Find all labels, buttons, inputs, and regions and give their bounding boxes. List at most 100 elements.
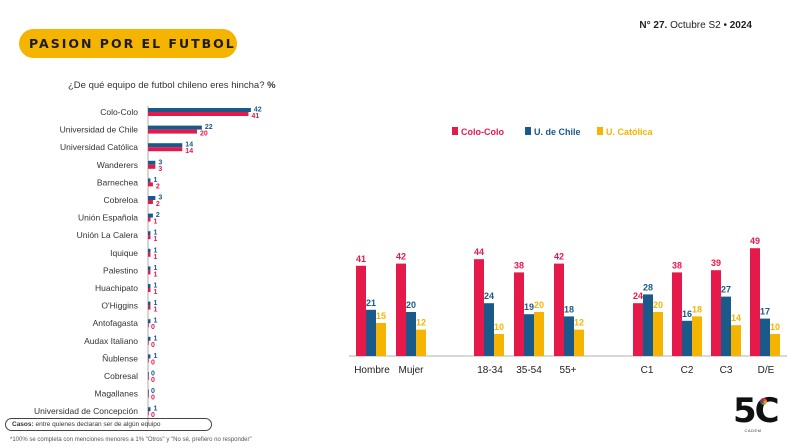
hbar-bar-series-2 — [148, 305, 151, 310]
issue-year: 2024 — [729, 20, 752, 31]
hbar-bar-series-1 — [148, 336, 151, 341]
hbar-value-label-series-2: 41 — [251, 113, 259, 120]
vbar-value-label: 38 — [672, 260, 682, 270]
vbar-value-label: 28 — [643, 282, 653, 292]
hbar-value-label-series-2: 0 — [151, 395, 155, 402]
hbar-bar-series-2 — [148, 235, 151, 240]
hbar-bar-series-1 — [148, 160, 156, 165]
legend-swatch-3 — [597, 127, 603, 135]
vbar-bar-2 — [406, 312, 416, 356]
hbar-value-label-series-2: 1 — [153, 289, 157, 296]
vbar-value-label: 38 — [514, 260, 524, 270]
legend-label-2: U. de Chile — [534, 127, 581, 137]
cases-text: entre quienes declaran ser de algún equi… — [35, 421, 161, 428]
vbar-value-label: 39 — [711, 258, 721, 268]
hbar-bar-series-1 — [148, 248, 151, 253]
hbar-bar-series-1 — [148, 372, 149, 376]
cases-note: Casos: entre quienes declaran ser de alg… — [5, 418, 212, 431]
logo-subtext: CADEM — [744, 428, 762, 433]
vbar-value-label: 10 — [494, 322, 504, 332]
question-label: ¿De qué equipo de futbol chileno eres hi… — [68, 80, 265, 91]
vbar-value-label: 24 — [633, 291, 643, 301]
vbar-value-label: 27 — [721, 285, 731, 295]
vbar-value-label: 18 — [564, 304, 574, 314]
vbar-value-label: 17 — [760, 307, 770, 317]
hbar-value-label-series-2: 0 — [151, 377, 155, 384]
hbar-bar-series-2 — [148, 323, 149, 328]
hbar-value-label-series-1: 42 — [254, 107, 262, 114]
hbar-category-label: Unión Española — [78, 213, 138, 223]
vbar-value-label: 24 — [484, 291, 494, 301]
cadem-logo: 5C CADEM — [733, 391, 780, 438]
section-title: PASION POR EL FUTBOL — [29, 36, 236, 51]
logo-dot-icon — [760, 398, 767, 405]
hbar-category-label: Audax Italiano — [84, 336, 138, 346]
vbar-bar-1 — [554, 263, 564, 356]
logo-mark: 5C — [733, 391, 780, 431]
hbar-value-label-series-2: 0 — [151, 359, 155, 366]
hbar-bar-series-1 — [148, 389, 149, 394]
hbar-value-label-series-2: 1 — [153, 307, 157, 314]
hbar-bar-series-1 — [148, 266, 151, 271]
hbar-value-label-series-1: 14 — [185, 142, 193, 149]
hbar-value-label-series-1: 1 — [153, 353, 157, 360]
vbar-value-label: 42 — [396, 252, 406, 262]
vbar-bar-2 — [721, 296, 731, 356]
hbar-bar-series-2 — [148, 340, 149, 345]
vbar-category-label: Hombre — [354, 365, 390, 376]
vbar-value-label: 49 — [750, 236, 760, 246]
vbar-bar-1 — [396, 263, 406, 356]
hbar-value-label-series-2: 1 — [153, 254, 157, 261]
hbar-category-label: Cobreloa — [104, 195, 139, 205]
vbar-bar-3 — [534, 312, 544, 356]
hbar-bar-series-1 — [148, 125, 202, 130]
vbar-bar-3 — [770, 334, 780, 356]
hbar-category-label: Ñublense — [102, 353, 138, 363]
issue-number: 27. — [653, 20, 668, 31]
hbar-bar-series-1 — [148, 284, 151, 288]
footnote: *100% se completa con menciones menores … — [10, 437, 252, 443]
hbar-category-label: Barnechea — [97, 177, 138, 187]
hbar-category-label: Antofagasta — [93, 318, 139, 328]
hbar-category-label: Universidad de Chile — [60, 125, 139, 135]
vbar-value-label: 44 — [474, 247, 484, 257]
hbar-bar-series-1 — [148, 143, 183, 148]
hbar-bar-series-2 — [148, 358, 149, 363]
hbar-value-label-series-1: 3 — [158, 195, 162, 202]
hbar-bar-series-2 — [148, 164, 156, 169]
vbar-bar-3 — [574, 329, 584, 356]
hbar-bar-series-2 — [148, 200, 153, 204]
vbar-category-label: C2 — [681, 365, 694, 376]
hbar-bar-series-2 — [148, 411, 149, 416]
vbar-bar-3 — [494, 334, 504, 356]
vbar-bar-2 — [564, 316, 574, 356]
hbar-bar-series-1 — [148, 196, 156, 200]
vbar-bar-3 — [692, 316, 702, 356]
hbar-category-label: Colo-Colo — [100, 107, 138, 117]
vbar-value-label: 12 — [416, 318, 426, 328]
hbar-value-label-series-2: 0 — [151, 412, 155, 419]
vbar-bar-2 — [484, 303, 494, 356]
section-title-pill: PASION POR EL FUTBOL — [19, 29, 237, 58]
hbar-bar-series-1 — [148, 108, 251, 112]
hbar-category-label: Wanderers — [97, 160, 138, 170]
legend-label-1: Colo-Colo — [461, 127, 504, 137]
vbar-bar-3 — [731, 325, 741, 356]
vbar-bar-3 — [653, 312, 663, 356]
hbar-value-label-series-2: 14 — [185, 148, 193, 155]
legend-swatch-1 — [452, 127, 458, 135]
hbar-value-label-series-1: 1 — [153, 247, 157, 254]
vbar-bar-3 — [376, 323, 386, 356]
hbar-category-label: O'Higgins — [101, 301, 138, 311]
hbar-bar-series-2 — [148, 182, 153, 187]
hbar-bar-series-2 — [148, 393, 149, 398]
hbar-value-label-series-1: 0 — [151, 371, 155, 378]
vbar-value-label: 15 — [376, 311, 386, 321]
hbar-bar-series-1 — [148, 231, 151, 236]
hbar-bar-series-1 — [148, 213, 153, 218]
question-unit: % — [267, 80, 276, 91]
vbar-category-label: D/E — [758, 365, 775, 376]
vbar-bar-2 — [682, 320, 692, 356]
vbar-bar-1 — [672, 272, 682, 356]
hbar-bar-series-2 — [148, 112, 249, 116]
